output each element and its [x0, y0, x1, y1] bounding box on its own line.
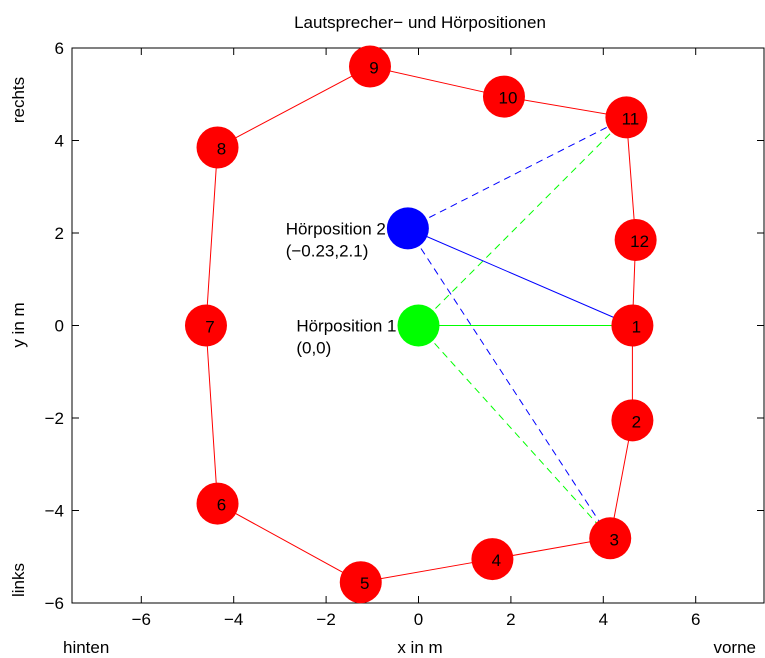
- speaker-label: 12: [630, 232, 649, 251]
- speaker-marker: [471, 538, 514, 581]
- x-tick-label: −6: [132, 610, 151, 629]
- speaker-label: 2: [632, 412, 641, 431]
- speaker-marker: [614, 218, 657, 261]
- x-axis-right-label: vorne: [713, 638, 756, 657]
- listener-marker: [386, 207, 429, 250]
- listener-coords-label: (−0.23,2.1): [286, 241, 369, 260]
- speaker-label: 7: [205, 318, 214, 337]
- x-tick-label: −4: [224, 610, 243, 629]
- x-axis-left-label: hinten: [63, 638, 109, 657]
- speaker-marker: [339, 561, 382, 604]
- y-axis-top-label: rechts: [9, 77, 28, 123]
- speaker-marker: [589, 517, 632, 560]
- chart-title: Lautsprecher− und Hörpositionen: [294, 13, 546, 32]
- connection-line: [418, 325, 611, 539]
- speaker-marker: [348, 45, 391, 88]
- connection-line: [407, 227, 633, 326]
- x-tick-label: 6: [691, 610, 700, 629]
- y-tick-label: 4: [55, 132, 64, 151]
- speaker-marker: [605, 96, 648, 139]
- speaker-label: 10: [499, 89, 518, 108]
- speaker-marker: [482, 75, 525, 118]
- speaker-label: 6: [217, 496, 226, 515]
- y-tick-label: −2: [45, 409, 64, 428]
- connection-line: [418, 117, 627, 326]
- listener-marker: [397, 304, 440, 347]
- x-axis-label: x in m: [397, 638, 442, 657]
- x-tick-label: 2: [506, 610, 515, 629]
- speaker-marker: [611, 304, 654, 347]
- x-tick-label: −2: [316, 610, 335, 629]
- y-axis-bottom-label: links: [9, 563, 28, 597]
- listener-name-label: Hörposition 2: [286, 219, 386, 238]
- speaker-marker: [196, 126, 239, 169]
- connection-line: [407, 228, 611, 539]
- speaker-marker: [611, 399, 654, 442]
- speaker-label: 8: [217, 139, 226, 158]
- speaker-label: 5: [360, 574, 369, 593]
- y-axis-label: y in m: [9, 302, 28, 347]
- y-tick-label: 6: [55, 39, 64, 58]
- y-tick-label: −4: [45, 502, 64, 521]
- y-tick-label: 2: [55, 224, 64, 243]
- speaker-marker: [184, 304, 227, 347]
- listener-name-label: Hörposition 1: [296, 317, 396, 336]
- x-tick-label: 0: [414, 610, 423, 629]
- y-tick-label: −6: [45, 594, 64, 613]
- speaker-label: 3: [609, 530, 618, 549]
- y-tick-label: 0: [55, 317, 64, 336]
- x-tick-label: 4: [599, 610, 608, 629]
- speaker-label: 1: [632, 318, 641, 337]
- listener-coords-label: (0,0): [296, 339, 331, 358]
- speaker-marker: [196, 482, 239, 525]
- connection-line: [407, 116, 627, 229]
- speaker-label: 9: [369, 59, 378, 78]
- speaker-label: 4: [492, 551, 501, 570]
- speaker-label: 11: [622, 109, 640, 128]
